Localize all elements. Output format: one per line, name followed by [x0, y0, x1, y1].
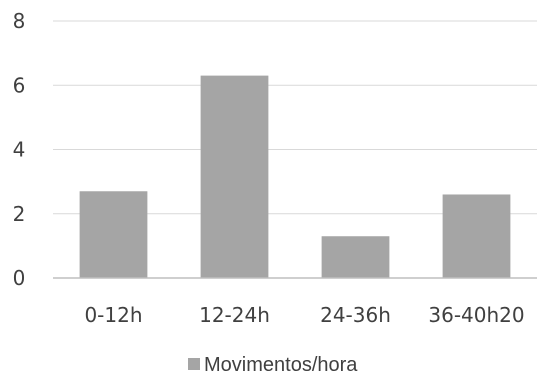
x-tick-label: 36-40h20	[428, 303, 524, 327]
y-tick-label: 6	[13, 73, 26, 97]
x-axis-ticks: 0-12h 12-24h 24-36h 36-40h20	[84, 303, 524, 327]
bars	[79, 75, 511, 278]
y-axis-ticks: 0 2 4 6 8	[13, 9, 26, 290]
bar-36-40h20	[442, 194, 511, 278]
y-tick-label: 0	[13, 266, 26, 290]
legend: Movimentos/hora	[188, 354, 358, 376]
y-tick-label: 4	[13, 138, 26, 162]
bar-24-36h	[321, 236, 390, 278]
gridlines	[53, 20, 537, 215]
x-tick-label: 0-12h	[84, 303, 142, 327]
legend-label: Movimentos/hora	[204, 354, 358, 376]
legend-swatch	[188, 358, 200, 370]
x-tick-label: 12-24h	[199, 303, 270, 327]
bar-12-24h	[200, 75, 269, 278]
bar-0-12h	[79, 191, 148, 278]
x-tick-label: 24-36h	[320, 303, 391, 327]
y-tick-label: 8	[13, 9, 26, 33]
y-tick-label: 2	[13, 202, 26, 226]
